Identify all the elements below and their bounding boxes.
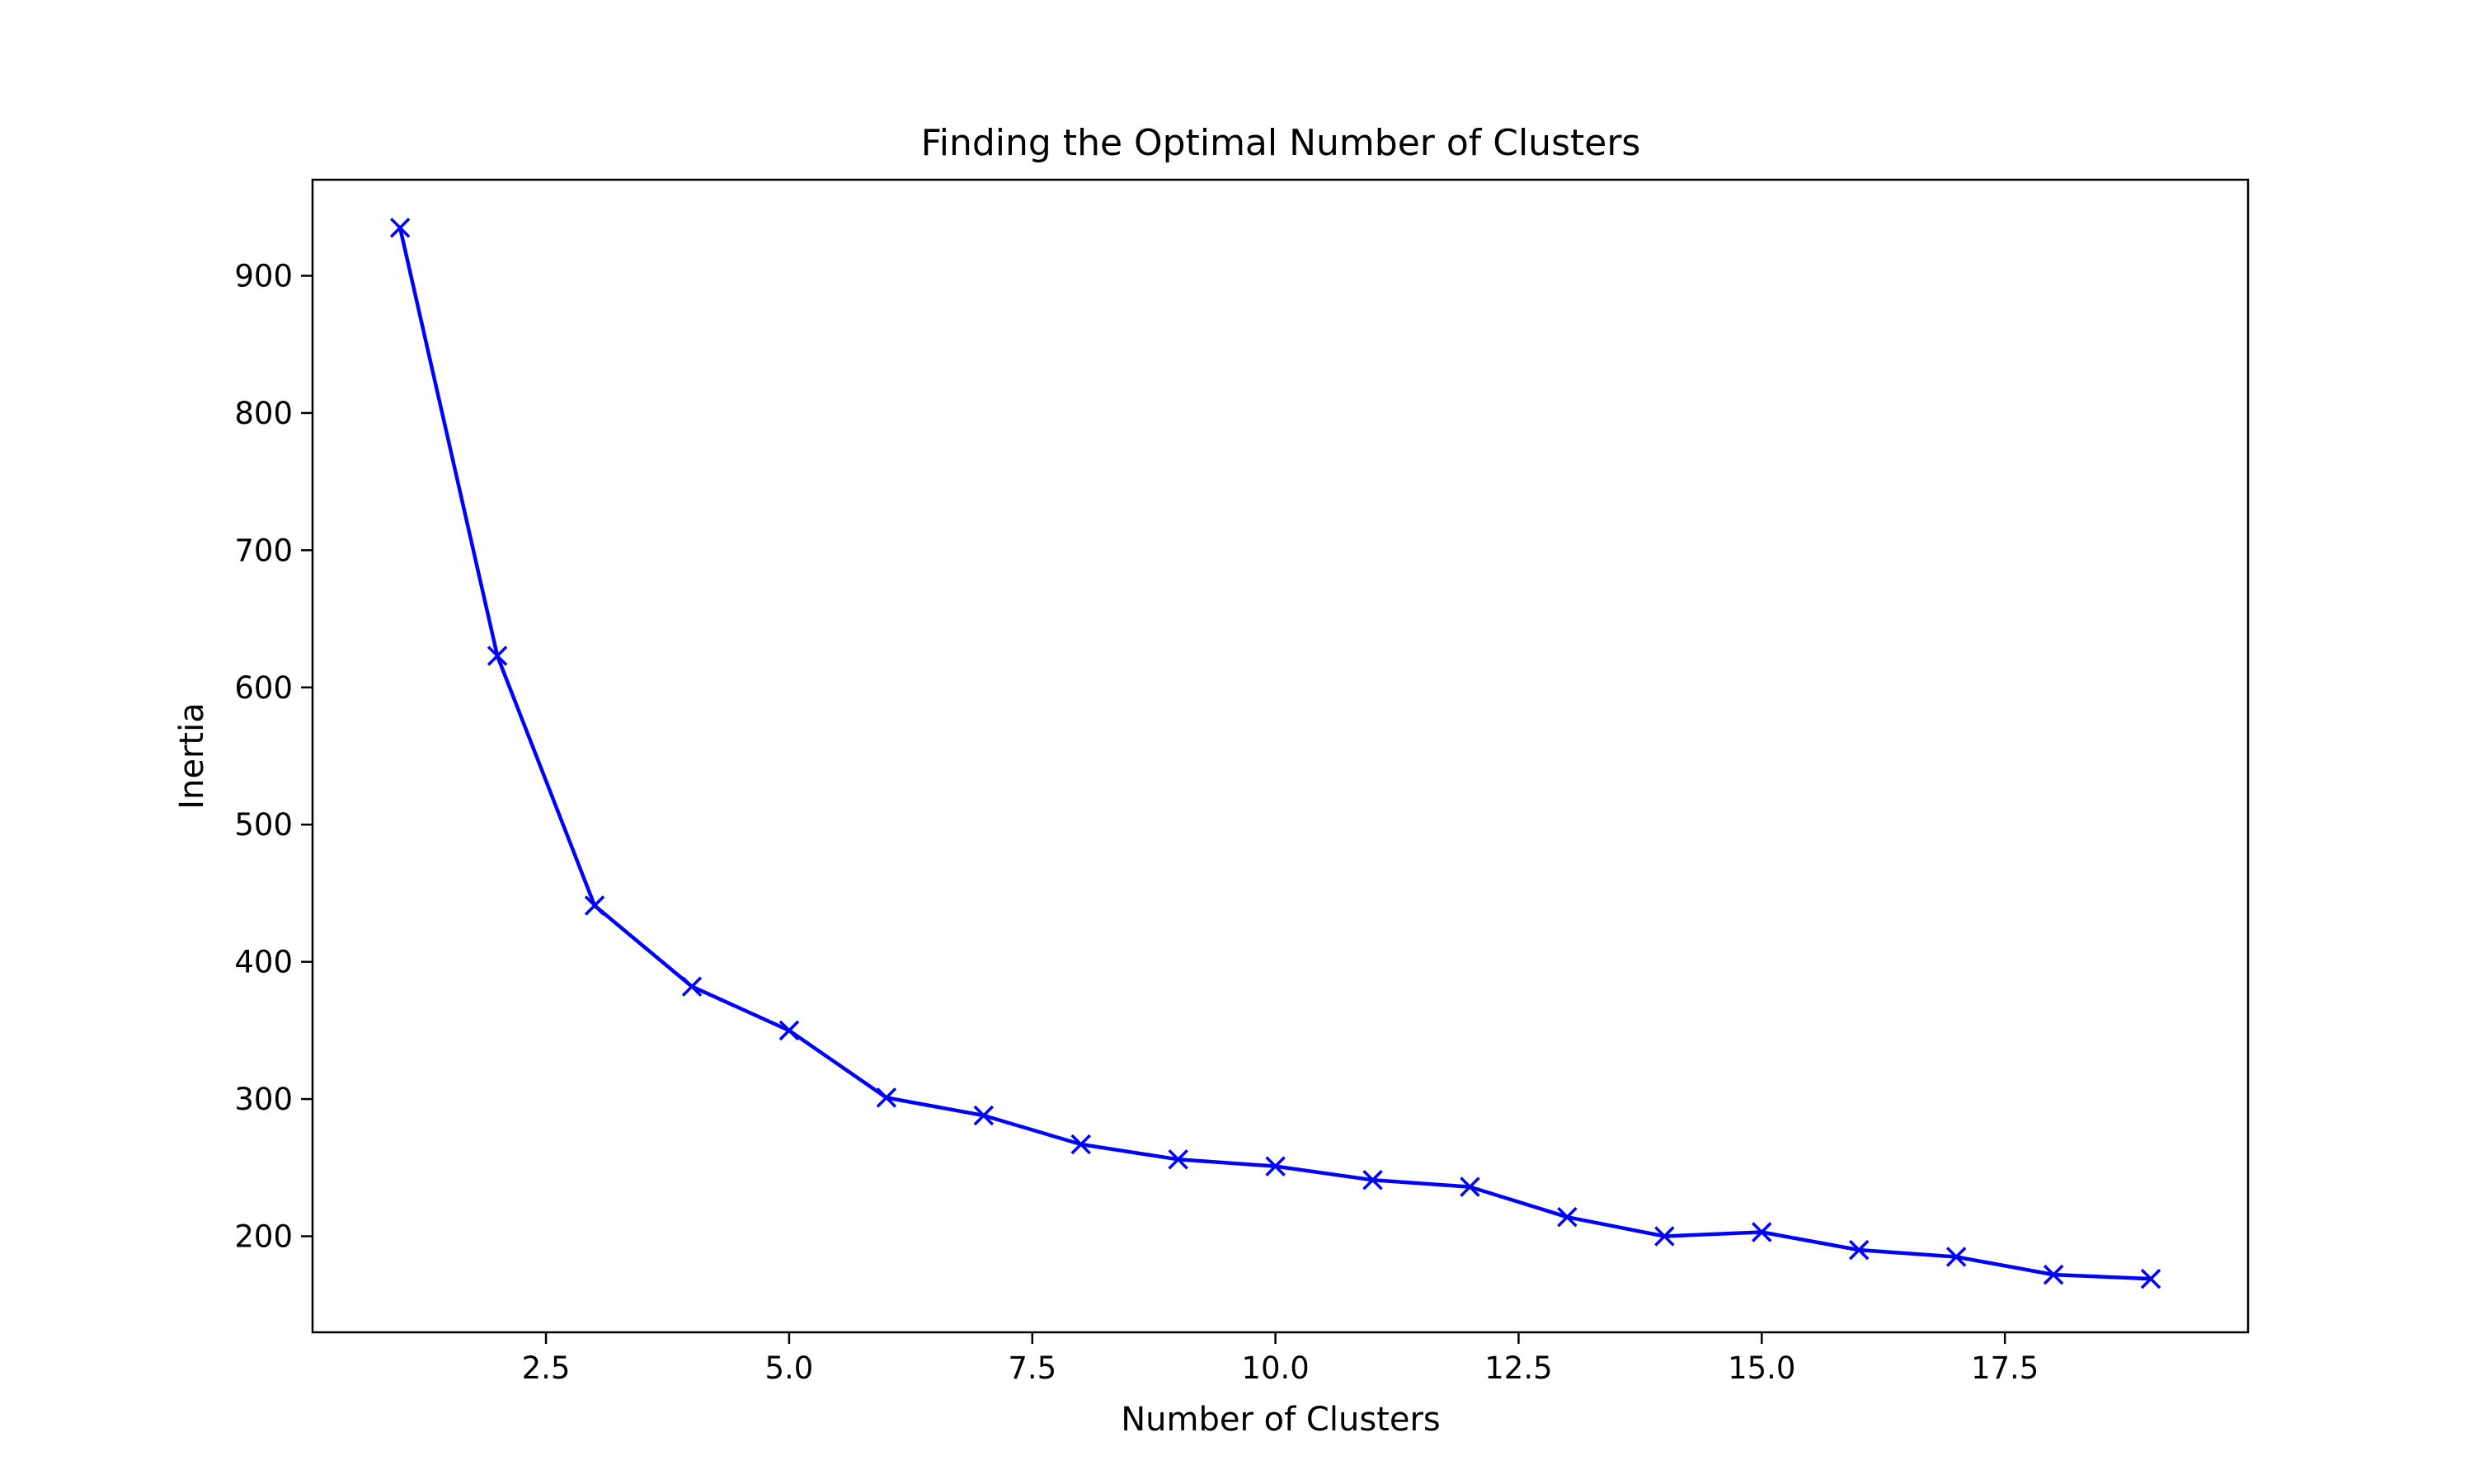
marker-stroke xyxy=(487,646,508,666)
marker-stroke xyxy=(2140,1268,2161,1289)
data-point-marker xyxy=(1849,1239,1870,1261)
data-point-marker xyxy=(876,1087,897,1108)
marker-stroke xyxy=(1168,1149,1188,1170)
data-point-marker xyxy=(1265,1156,1286,1176)
marker-stroke xyxy=(1752,1222,1772,1242)
marker-stroke xyxy=(1265,1156,1286,1176)
plot-area-frame xyxy=(311,178,2250,1334)
x-tick-label: 7.5 xyxy=(1008,1350,1056,1386)
data-point-marker xyxy=(2140,1268,2161,1289)
marker-stroke xyxy=(973,1105,995,1126)
data-point-marker xyxy=(1945,1247,1967,1267)
y-tick-label: 500 xyxy=(234,807,293,843)
y-axis-label: Inertia xyxy=(173,702,211,810)
data-point-markers xyxy=(389,218,2161,1289)
x-axis-ticks: 2.5 5.0 7.5 10.0 12.5 15.0 17.5 xyxy=(522,1332,2039,1386)
x-tick-label: 2.5 xyxy=(522,1350,571,1386)
marker-stroke xyxy=(1654,1226,1675,1247)
y-axis-ticks: 200 300 400 500 600 700 800 900 xyxy=(234,259,313,1255)
data-point-marker xyxy=(584,895,605,916)
x-tick-label: 15.0 xyxy=(1728,1350,1795,1386)
chart-title: Finding the Optimal Number of Clusters xyxy=(921,122,1641,164)
marker-stroke xyxy=(1460,1176,1480,1197)
y-tick-label: 600 xyxy=(234,670,293,706)
y-tick-label: 900 xyxy=(234,259,293,294)
data-point-marker xyxy=(1460,1176,1480,1197)
marker-stroke xyxy=(1070,1134,1091,1155)
x-tick-label: 17.5 xyxy=(1971,1350,2039,1386)
data-point-marker xyxy=(1070,1134,1091,1155)
y-tick-label: 200 xyxy=(234,1219,293,1255)
marker-stroke xyxy=(1557,1206,1578,1228)
y-tick-label: 300 xyxy=(234,1082,293,1117)
marker-stroke xyxy=(778,1020,800,1041)
marker-stroke xyxy=(1362,1170,1383,1190)
data-point-marker xyxy=(1752,1222,1772,1242)
data-point-marker xyxy=(973,1105,995,1126)
data-point-marker xyxy=(487,646,508,666)
data-point-marker xyxy=(1362,1170,1383,1190)
data-point-marker xyxy=(778,1020,800,1041)
marker-stroke xyxy=(681,976,703,997)
y-tick-label: 700 xyxy=(234,533,293,568)
marker-stroke xyxy=(1945,1247,1967,1267)
x-tick-label: 10.0 xyxy=(1241,1350,1309,1386)
data-point-marker xyxy=(681,976,703,997)
x-tick-label: 12.5 xyxy=(1484,1350,1552,1386)
x-tick-label: 5.0 xyxy=(764,1350,813,1386)
marker-stroke xyxy=(876,1087,897,1108)
data-point-marker xyxy=(1557,1206,1578,1228)
data-point-marker xyxy=(1654,1226,1675,1247)
y-tick-label: 400 xyxy=(234,945,293,980)
x-axis-label: Number of Clusters xyxy=(1121,1401,1440,1439)
data-point-marker xyxy=(389,218,411,238)
data-point-marker xyxy=(1168,1149,1188,1170)
marker-stroke xyxy=(584,895,605,916)
data-point-marker xyxy=(2043,1264,2064,1285)
y-tick-label: 800 xyxy=(234,396,293,431)
marker-stroke xyxy=(389,218,411,238)
marker-stroke xyxy=(2043,1264,2064,1285)
marker-stroke xyxy=(1849,1239,1870,1261)
